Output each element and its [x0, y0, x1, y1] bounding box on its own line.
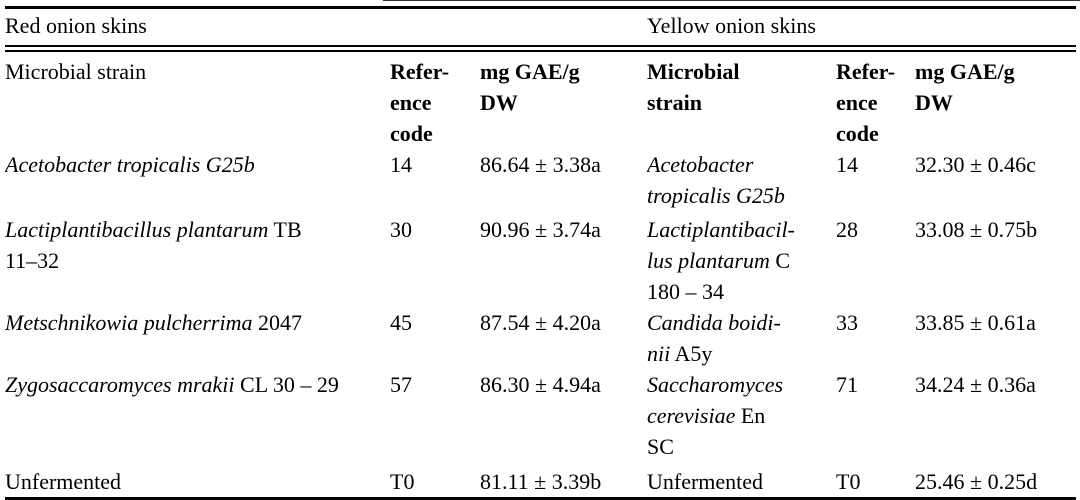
table-row: Zygosaccaromyces mrakii CL 30 – 29 57 86.3…	[5, 369, 1076, 466]
red-value-cell: 86.64 ± 3.38a	[480, 152, 601, 177]
strain-name-plain-segment: A5y	[670, 341, 713, 366]
strain-name-plain-segment: CL 30 – 29	[234, 372, 339, 397]
red-reference-code-cell: 30	[390, 217, 412, 242]
red-value-cell: 87.54 ± 4.20a	[480, 310, 601, 335]
strain-name-italic-segment: nii	[647, 341, 671, 366]
table-row: Lactiplantibacillus plantarum TB 11–32 30 9…	[5, 214, 1076, 307]
strain-name-plain-segment: Unfermented	[5, 469, 122, 494]
yellow-value-cell: 25.46 ± 0.25d	[915, 469, 1038, 494]
yellow-reference-code-cell: 28	[836, 217, 858, 242]
red-reference-code-cell: T0	[390, 469, 415, 494]
red-value-cell: 86.30 ± 4.94a	[480, 372, 601, 397]
yellow-reference-code-cell: 33	[836, 310, 858, 335]
column-header-red-microbial-strain: Microbial strain	[5, 59, 147, 84]
red-strain-cell: Unfermented	[5, 466, 390, 499]
red-reference-code-cell: 57	[390, 372, 412, 397]
red-reference-code-cell: 14	[390, 152, 412, 177]
yellow-reference-code-cell: 71	[836, 372, 858, 397]
red-strain-cell: Lactiplantibacillus plantarum TB 11–32	[5, 214, 390, 307]
red-value-cell: 81.11 ± 3.39b	[480, 469, 602, 494]
red-reference-code-cell: 45	[390, 310, 412, 335]
column-header-red-reference-code: Refer- ence code	[390, 59, 450, 146]
red-strain-cell: Acetobacter tropicalis G25b	[5, 149, 390, 214]
table-row: Metschnikowia pulcherrima 2047 45 87.54 ± …	[5, 307, 1076, 369]
yellow-value-cell: 33.85 ± 0.61a	[915, 310, 1036, 335]
yellow-strain-cell: Candida boidi-nii A5y	[647, 307, 836, 369]
column-header-row: Microbial strain Refer- ence code mg GAE…	[5, 49, 1076, 150]
red-strain-cell: Zygosaccaromyces mrakii CL 30 – 29	[5, 369, 390, 466]
strain-name-plain-segment: C	[769, 248, 791, 273]
yellow-value-cell: 32.30 ± 0.46c	[915, 152, 1036, 177]
strain-name-italic-segment: lus plantarum	[647, 248, 770, 273]
strain-name-italic-segment: Acetobacter	[647, 152, 754, 177]
yellow-strain-cell: Acetobacter tropicalis G25b	[647, 149, 836, 214]
strain-name-italic-segment: Zygosaccaromyces mrakii	[5, 372, 235, 397]
yellow-strain-cell: Unfermented	[647, 466, 836, 499]
column-header-red-mg-gae: mg GAE/g DW	[480, 59, 580, 115]
strain-name-italic-segment: Acetobacter tropicalis G25b	[5, 152, 255, 177]
red-strain-cell: Metschnikowia pulcherrima 2047	[5, 307, 390, 369]
column-header-yellow-reference-code: Refer- ence code	[836, 59, 896, 146]
strain-name-italic-segment: Lactiplantibacillus plantarum	[5, 217, 269, 242]
red-value-cell: 90.96 ± 3.74a	[480, 217, 601, 242]
strain-name-italic-segment: cerevisiae	[647, 403, 736, 428]
yellow-value-cell: 33.08 ± 0.75b	[915, 217, 1038, 242]
strain-name-plain-segment: TB	[268, 217, 302, 242]
yellow-reference-code-cell: T0	[836, 469, 861, 494]
strain-name-italic-segment: Candida boidi-	[647, 310, 781, 335]
strain-name-italic-segment: tropicalis G25b	[647, 183, 785, 208]
table-body: Acetobacter tropicalis G25b 14 86.64 ± 3.3…	[5, 149, 1076, 499]
strain-name-plain-segment: En	[735, 403, 766, 428]
results-table: Red onion skins Yellow onion skins Micro…	[5, 6, 1077, 500]
column-header-yellow-mg-gae: mg GAE/g DW	[915, 59, 1015, 115]
yellow-reference-code-cell: 14	[836, 152, 858, 177]
yellow-strain-cell: Lactiplantibacil-lus plantarum C 180 – 34	[647, 214, 836, 307]
yellow-strain-cell: Saccharomyces cerevisiae En SC	[647, 369, 836, 466]
top-hairline-divider	[383, 0, 1080, 1]
strain-name-plain-segment: 2047	[252, 310, 302, 335]
strain-name-italic-segment: Metschnikowia pulcherrima	[5, 310, 253, 335]
column-header-yellow-microbial-strain: Microbial strain	[647, 59, 740, 115]
table-row: Acetobacter tropicalis G25b 14 86.64 ± 3.3…	[5, 149, 1076, 214]
strain-name-italic-segment: Lactiplantibacil-	[647, 217, 795, 242]
group-header-red-onion: Red onion skins	[5, 7, 647, 52]
table-row: Unfermented T0 81.11 ± 3.39b Unfermented T0 2…	[5, 466, 1076, 499]
strain-name-plain-segment: 180 – 34	[647, 279, 724, 304]
strain-name-plain-segment: 11–32	[5, 248, 60, 273]
strain-name-plain-segment: Unfermented	[647, 469, 764, 494]
group-header-yellow-onion: Yellow onion skins	[647, 7, 1077, 52]
strain-name-plain-segment: SC	[647, 434, 674, 459]
strain-name-italic-segment: Saccharomyces	[647, 372, 784, 397]
yellow-value-cell: 34.24 ± 0.36a	[915, 372, 1036, 397]
group-header-row: Red onion skins Yellow onion skins	[5, 7, 1077, 52]
